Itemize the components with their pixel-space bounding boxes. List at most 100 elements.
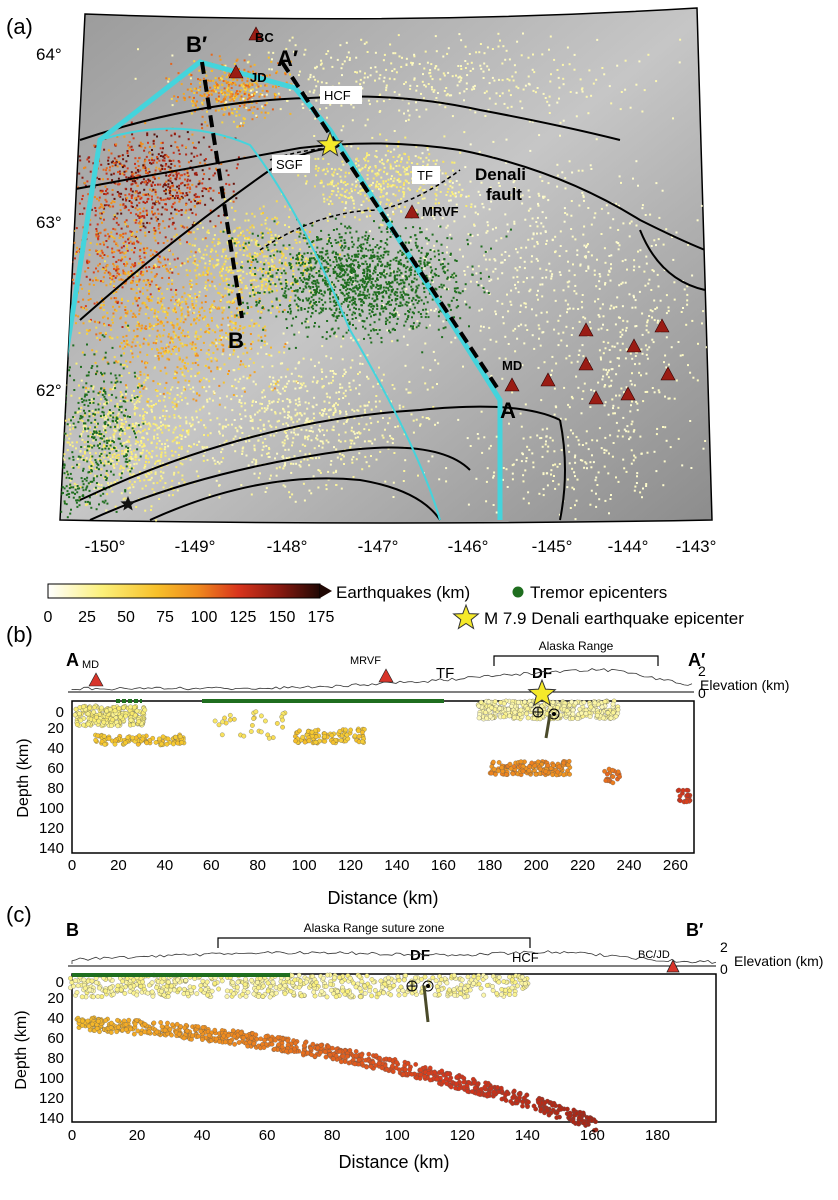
earthquake-dot <box>247 464 250 467</box>
earthquake-dot <box>394 311 397 314</box>
earthquake-dot <box>131 281 134 284</box>
earthquake-dot <box>452 169 454 172</box>
earthquake-dot <box>157 227 160 230</box>
earthquake-dot <box>478 309 481 312</box>
earthquake-dot <box>287 448 290 451</box>
earthquake-dot <box>105 204 108 207</box>
earthquake-dot <box>268 262 270 265</box>
earthquake-dot <box>177 457 180 460</box>
earthquake-dot <box>173 377 175 380</box>
earthquake-dot <box>336 456 339 459</box>
earthquake-dot <box>232 326 235 329</box>
earthquake-dot <box>194 332 197 335</box>
earthquake-dot <box>104 403 107 406</box>
earthquake-dot <box>124 194 127 197</box>
earthquake-dot <box>172 253 174 256</box>
earthquake-dot <box>108 235 111 238</box>
earthquake-dot <box>235 197 238 200</box>
earthquake-dot <box>275 200 278 203</box>
earthquake-dot <box>445 226 448 229</box>
earthquake-dot <box>131 423 134 425</box>
earthquake-dot <box>294 387 297 390</box>
earthquake-dot <box>151 198 153 201</box>
earthquake-dot <box>567 303 570 306</box>
earthquake-dot <box>206 124 209 127</box>
earthquake-dot <box>285 457 288 460</box>
earthquake-dot <box>539 283 542 286</box>
earthquake-dot <box>107 401 110 404</box>
earthquake-dot <box>193 205 196 208</box>
earthquake-dot <box>535 221 538 223</box>
earthquake-dot <box>94 361 97 364</box>
earthquake-dot <box>153 177 156 180</box>
earthquake-dot <box>179 416 182 419</box>
earthquake-dot <box>189 342 192 345</box>
earthquake-dot <box>321 409 324 412</box>
earthquake-dot <box>150 408 153 411</box>
earthquake-dot <box>175 299 178 302</box>
earthquake-dot <box>235 297 238 300</box>
earthquake-dot <box>264 438 267 440</box>
earthquake-dot <box>560 339 563 342</box>
earthquake-dot <box>280 286 283 289</box>
earthquake-dot <box>359 362 362 365</box>
earthquake-dot <box>150 324 153 327</box>
earthquake-dot <box>207 324 210 327</box>
earthquake-dot <box>330 381 333 384</box>
earthquake-dot <box>484 258 487 261</box>
earthquake-dot <box>118 183 120 186</box>
earthquake-dot <box>449 233 452 236</box>
earthquake-dot <box>125 339 128 342</box>
earthquake-dot <box>160 199 163 201</box>
earthquake-dot <box>84 184 87 187</box>
earthquake-dot <box>152 161 155 164</box>
earthquake-dot <box>325 488 328 491</box>
earthquake-dot <box>175 334 178 337</box>
earthquake-dot <box>278 466 281 469</box>
earthquake-dot <box>263 410 266 413</box>
earthquake-dot <box>120 227 123 230</box>
earthquake-dot <box>144 202 147 204</box>
earthquake-dot <box>161 305 164 308</box>
earthquake-dot <box>164 366 167 369</box>
earthquake-dot <box>134 316 137 318</box>
earthquake-dot <box>184 379 187 382</box>
earthquake-dot <box>177 471 180 474</box>
earthquake-dot <box>209 344 212 347</box>
earthquake-dot <box>264 329 267 332</box>
earthquake-dot <box>350 190 353 193</box>
earthquake-dot <box>160 164 163 167</box>
earthquake-dot <box>397 199 400 202</box>
earthquake-dot <box>412 419 415 422</box>
earthquake-dot <box>174 450 177 453</box>
earthquake-dot <box>157 382 159 385</box>
earthquake-dot <box>176 322 179 325</box>
earthquake-dot <box>147 427 150 430</box>
earthquake-dot <box>392 481 395 484</box>
earthquake-dot <box>62 121 65 124</box>
earthquake-dot <box>198 248 201 250</box>
earthquake-dot <box>238 84 241 87</box>
earthquake-dot <box>228 74 231 77</box>
earthquake-dot <box>180 213 183 216</box>
earthquake-dot <box>288 299 291 302</box>
earthquake-dot <box>398 154 401 157</box>
earthquake-dot <box>201 182 204 185</box>
earthquake-dot <box>282 423 285 426</box>
earthquake-dot <box>306 263 309 266</box>
earthquake-dot <box>236 238 239 241</box>
earthquake-dot <box>488 258 491 261</box>
earthquake-dot <box>488 176 491 179</box>
earthquake-dot <box>547 199 550 202</box>
earthquake-dot <box>257 85 260 88</box>
earthquake-dot <box>469 180 472 183</box>
earthquake-dot <box>112 160 114 163</box>
earthquake-dot <box>143 207 146 210</box>
earthquake-dot <box>344 202 347 205</box>
earthquake-dot <box>153 325 155 327</box>
earthquake-dot <box>268 271 271 274</box>
earthquake-dot <box>139 452 142 454</box>
earthquake-dot <box>111 250 114 253</box>
earthquake-dot <box>237 311 240 314</box>
earthquake-dot <box>177 149 180 152</box>
